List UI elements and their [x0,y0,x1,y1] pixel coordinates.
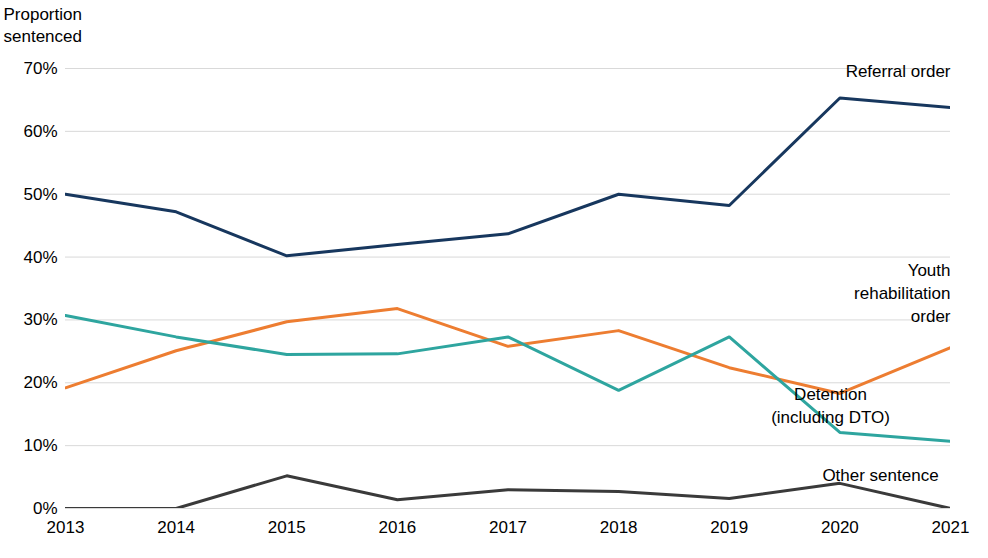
svg-text:10%: 10% [23,436,57,455]
svg-text:30%: 30% [23,310,57,329]
svg-text:20%: 20% [23,373,57,392]
svg-text:60%: 60% [23,122,57,141]
svg-text:0%: 0% [33,499,58,518]
svg-text:2013: 2013 [47,518,85,537]
svg-text:Detention(including DTO): Detention(including DTO) [771,385,890,427]
svg-text:2021: 2021 [932,518,970,537]
svg-text:Youthrehabilitationorder: Youthrehabilitationorder [854,261,951,326]
svg-text:70%: 70% [23,59,57,78]
svg-text:40%: 40% [23,248,57,267]
svg-text:Proportionsentenced: Proportionsentenced [4,5,82,46]
svg-text:2016: 2016 [378,518,416,537]
svg-text:2020: 2020 [821,518,859,537]
svg-text:2014: 2014 [157,518,195,537]
svg-text:50%: 50% [23,185,57,204]
svg-text:Referral order: Referral order [846,62,951,81]
svg-text:2018: 2018 [600,518,638,537]
svg-text:Other sentence: Other sentence [822,466,938,485]
svg-text:2019: 2019 [710,518,748,537]
svg-text:2015: 2015 [268,518,306,537]
svg-text:2017: 2017 [489,518,527,537]
